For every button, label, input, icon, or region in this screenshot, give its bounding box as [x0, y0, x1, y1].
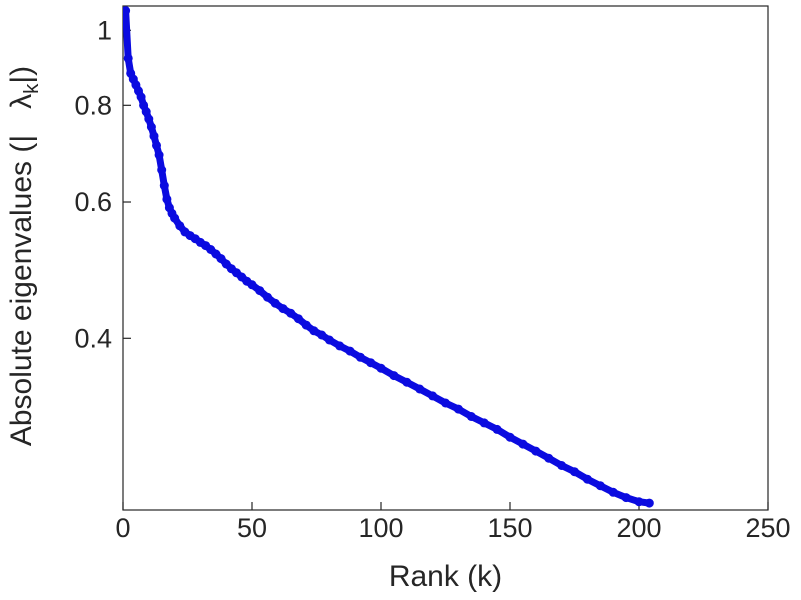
data-point-marker	[324, 335, 334, 345]
data-point-marker	[621, 493, 631, 503]
data-point-marker	[286, 308, 296, 318]
data-point-marker	[505, 432, 515, 442]
x-tick-label: 150	[487, 513, 532, 543]
x-tick-label: 0	[115, 513, 130, 543]
y-tick-label: 0.8	[74, 90, 112, 120]
data-point-marker	[301, 320, 311, 330]
data-point-marker	[170, 213, 180, 223]
data-point-marker	[309, 326, 319, 336]
data-point-marker	[644, 498, 654, 508]
data-point-marker	[453, 404, 463, 414]
x-tick-label: 50	[237, 513, 267, 543]
eigenvalue-curve-group	[123, 6, 654, 508]
data-point-marker	[270, 298, 280, 308]
y-axis-label: Absolute eigenvalues (| λk|)	[3, 0, 43, 516]
data-point-marker	[345, 346, 355, 356]
x-axis-label: Rank (k)	[388, 560, 503, 593]
data-point-marker	[557, 461, 567, 470]
y-tick-label: 0.4	[74, 323, 112, 353]
data-point-marker	[154, 150, 164, 160]
data-point-marker	[518, 439, 528, 449]
data-point-marker	[144, 114, 154, 124]
data-point-marker	[335, 341, 345, 351]
data-point-marker	[317, 330, 327, 340]
data-point-marker	[123, 6, 131, 16]
data-point-marker	[141, 107, 151, 117]
data-point-marker	[570, 467, 579, 477]
data-point-marker	[136, 92, 146, 102]
data-point-marker	[466, 412, 476, 421]
data-point-marker	[595, 481, 605, 491]
x-tick-label: 100	[358, 513, 403, 543]
lambda-subscript: k	[21, 83, 43, 94]
data-point-marker	[441, 398, 450, 408]
data-point-marker	[428, 391, 438, 401]
data-point-marker	[376, 363, 386, 373]
data-point-marker	[157, 165, 167, 175]
data-point-marker	[608, 487, 618, 497]
y-tick-label: 0.6	[74, 187, 112, 217]
data-point-marker	[479, 418, 489, 428]
lambda-symbol: λ	[5, 93, 38, 109]
y-tick-label: 1	[97, 15, 112, 45]
y-axis-label-suffix: |)	[5, 65, 38, 84]
data-point-marker	[531, 446, 541, 456]
x-tick-label: 200	[616, 513, 661, 543]
data-point-marker	[293, 314, 303, 324]
eigenvalue-curve	[123, 7, 653, 507]
data-point-marker	[402, 377, 412, 387]
data-point-marker	[544, 453, 554, 463]
data-point-marker	[162, 194, 172, 204]
axes-box	[122, 5, 769, 511]
y-axis-label-prefix: Absolute eigenvalues (|	[5, 134, 38, 447]
data-point-marker	[278, 304, 288, 314]
data-point-marker	[149, 131, 159, 141]
data-point-marker	[255, 286, 265, 296]
data-point-marker	[415, 384, 425, 394]
data-point-marker	[582, 474, 592, 484]
data-point-marker	[634, 497, 644, 507]
data-point-marker	[389, 371, 399, 381]
data-point-marker	[355, 352, 365, 362]
data-point-marker	[152, 140, 161, 150]
x-tick-label: 250	[745, 513, 790, 543]
data-point-marker	[146, 122, 156, 132]
data-point-marker	[366, 358, 376, 368]
data-point-marker	[159, 181, 169, 191]
data-point-marker	[247, 280, 257, 290]
data-point-marker	[492, 424, 502, 434]
data-point-marker	[175, 221, 185, 231]
data-point-marker	[263, 292, 272, 302]
data-point-marker	[123, 53, 133, 63]
